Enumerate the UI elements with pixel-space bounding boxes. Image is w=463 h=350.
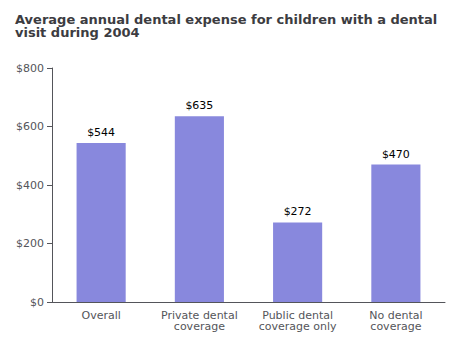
svg-text:coverage: coverage [370,320,421,333]
svg-text:$600: $600 [16,120,44,133]
svg-text:Private dental: Private dental [161,309,238,322]
svg-text:Average annual dental expense: Average annual dental expense for childr… [15,12,442,27]
svg-text:coverage only: coverage only [259,320,337,333]
svg-text:visit during 2004: visit during 2004 [15,25,140,40]
svg-text:coverage: coverage [174,320,225,333]
svg-text:Public dental: Public dental [262,309,334,322]
svg-text:$635: $635 [185,99,213,112]
svg-text:$0: $0 [30,296,44,309]
svg-text:$272: $272 [284,205,312,218]
svg-text:$544: $544 [87,126,115,139]
svg-text:$800: $800 [16,62,44,75]
svg-text:$400: $400 [16,179,44,192]
svg-text:$200: $200 [16,237,44,250]
svg-text:$470: $470 [382,148,410,161]
svg-text:Overall: Overall [81,309,120,322]
svg-text:No dental: No dental [369,309,423,322]
